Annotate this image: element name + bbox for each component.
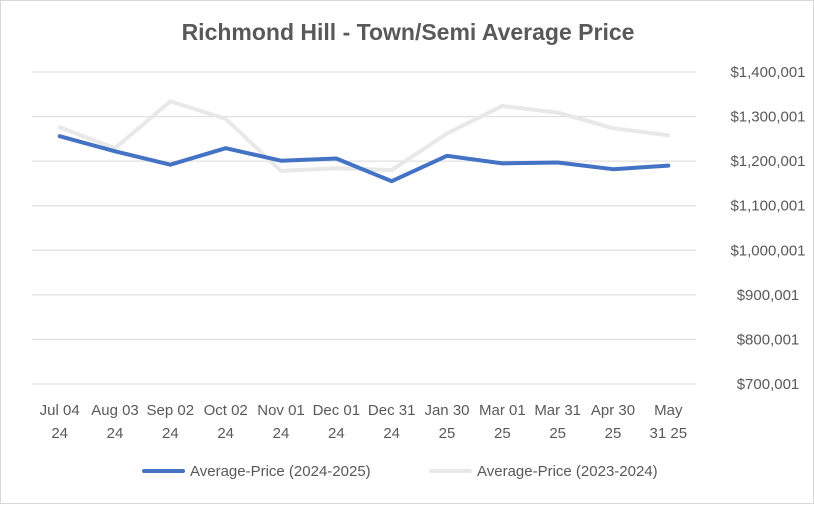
x-axis-labels: Jul 04 24 Aug 03 24 Sep 02 24 Oct 02 24 Nov 01 24… (40, 402, 687, 442)
legend-label: Average-Price (2023-2024) (477, 463, 658, 480)
y-axis-labels: $700,001 $800,001 $900,001 $1,000,001 $1,100… (730, 64, 805, 393)
chart-title: Richmond Hill - Town/Semi Average Price (182, 19, 635, 45)
x-tick-label: 25 (439, 425, 456, 442)
legend: Average-Price (2024-2025) Average-Price (… (142, 463, 658, 480)
x-tick-label: Nov 01 (257, 402, 305, 419)
x-tick-label: 24 (328, 425, 345, 442)
x-tick-label: 24 (162, 425, 179, 442)
gridlines (32, 71, 696, 385)
x-tick-label: 31 25 (650, 425, 688, 442)
x-tick-label: 24 (107, 425, 124, 442)
x-tick-label: 25 (605, 425, 622, 442)
x-tick-label: 25 (494, 425, 511, 442)
x-tick-label: May (654, 402, 683, 419)
series-lines (57, 99, 671, 184)
x-tick-label: 24 (217, 425, 234, 442)
x-tick-label: 25 (549, 425, 566, 442)
y-tick-label: $700,001 (737, 376, 800, 393)
x-tick-label: Mar 01 (479, 402, 526, 419)
x-tick-label: Jul 04 (40, 402, 80, 419)
series-line-2024-2025 (57, 134, 671, 184)
x-tick-label: Dec 01 (313, 402, 361, 419)
y-tick-label: $900,001 (737, 287, 800, 304)
x-tick-label: 24 (273, 425, 290, 442)
x-tick-label: 24 (51, 425, 68, 442)
x-tick-label: Aug 03 (91, 402, 139, 419)
y-tick-label: $1,000,001 (730, 242, 805, 259)
y-tick-label: $800,001 (737, 331, 800, 348)
x-tick-label: Mar 31 (534, 402, 581, 419)
y-tick-label: $1,100,001 (730, 198, 805, 215)
x-tick-label: Apr 30 (591, 402, 635, 419)
y-tick-label: $1,200,001 (730, 153, 805, 170)
legend-label: Average-Price (2024-2025) (190, 463, 371, 480)
x-tick-label: Dec 31 (368, 402, 416, 419)
x-tick-label: Jan 30 (424, 402, 469, 419)
x-tick-label: 24 (383, 425, 400, 442)
y-tick-label: $1,400,001 (730, 64, 805, 81)
x-tick-label: Sep 02 (147, 402, 195, 419)
x-tick-label: Oct 02 (204, 402, 248, 419)
y-tick-label: $1,300,001 (730, 109, 805, 126)
